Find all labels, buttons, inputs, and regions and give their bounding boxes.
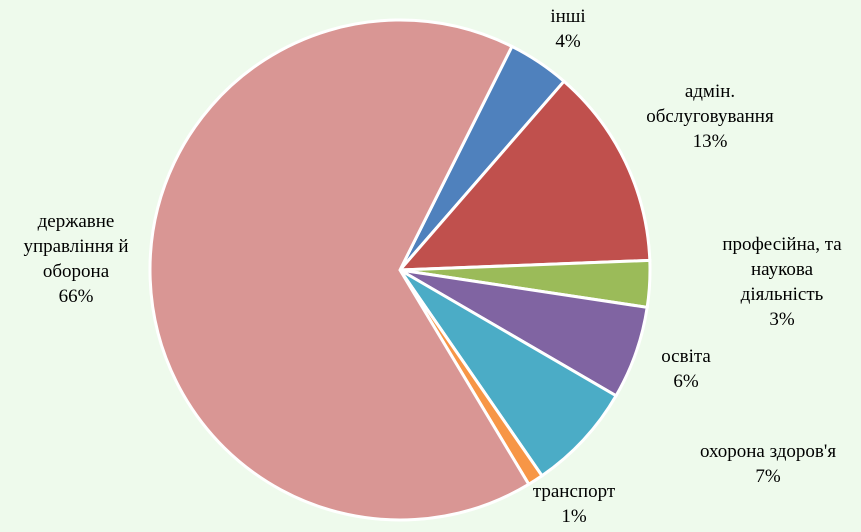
category-label: транспорт [533,481,616,502]
label-line: державне [38,211,115,232]
value-label: 4% [555,31,581,52]
label-line: охорона здоров'я [700,441,836,462]
label-line: обслуговування [646,106,774,127]
label-line: оборона [43,261,110,282]
value-label: 3% [769,309,795,330]
value-label: 6% [673,371,699,392]
category-label: освіта [661,346,711,367]
category-label: адмін. обслуговування [646,81,774,127]
label-line: освіта [661,346,711,367]
value-label: 1% [561,506,587,527]
category-label: професійна, та наукова діяльність [722,234,842,305]
pie-slice [396,79,652,272]
label-line: діяльність [741,284,824,305]
label-line: управління й [23,236,128,257]
label-line: адмін. [685,81,735,102]
value-label: 13% [693,131,728,152]
value-label: 66% [59,286,94,307]
category-label: охорона здоров'я [700,441,836,462]
label-line: наукова [751,259,814,280]
label-line: професійна, та [722,234,842,255]
label-line: інші [550,6,585,27]
value-label: 7% [755,466,781,487]
pie-slice [148,18,531,522]
category-label: інші [550,6,585,27]
category-label: державне управління й оборона [23,211,128,282]
pie-slice [398,268,619,478]
label-line: транспорт [533,481,616,502]
